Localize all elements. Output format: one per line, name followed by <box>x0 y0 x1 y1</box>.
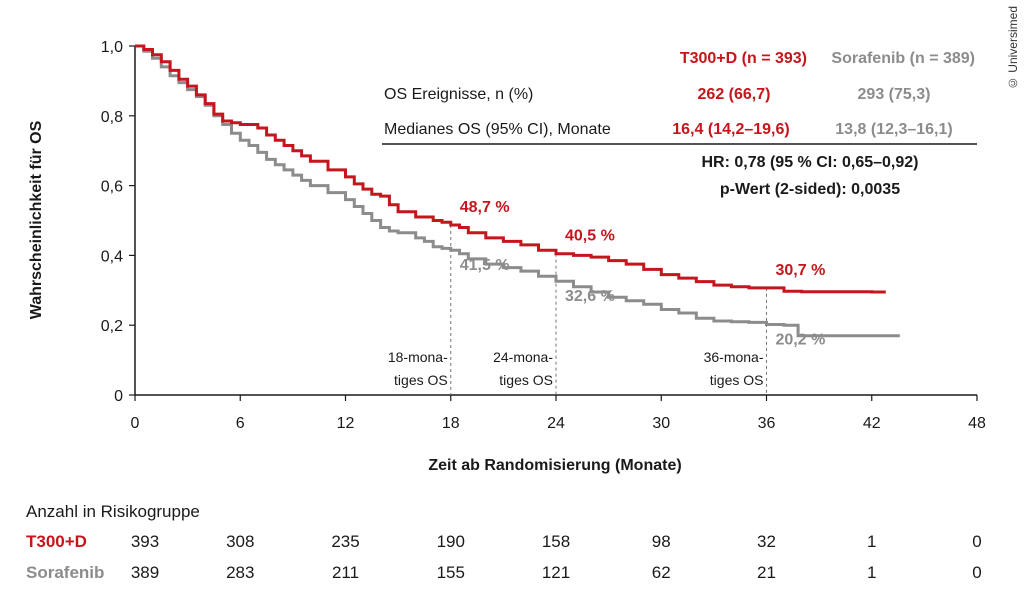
landmark-label: 36-mona- <box>704 349 764 365</box>
landmark-label: 24-mona- <box>493 349 553 365</box>
risk-value: 121 <box>541 563 571 582</box>
landmark-group: 18-mona-tiges OS 48,7 % 41,5 % 24-mona-tige… <box>388 199 825 395</box>
risk-value: 190 <box>436 532 465 551</box>
landmark-label: tiges OS <box>394 372 448 388</box>
risk-value: 1 <box>867 532 877 551</box>
landmark-value-control: 20,2 % <box>776 332 826 349</box>
row-median-treatment: 16,4 (14,2–19,6) <box>672 121 789 138</box>
risk-value: 211 <box>331 563 360 582</box>
y-tick-label: 0,6 <box>101 179 123 196</box>
risk-table-title: Anzahl in Risikogruppe <box>26 502 200 521</box>
risk-value: 1 <box>867 563 877 582</box>
table-header-treatment: T300+D (n = 393) <box>680 50 807 67</box>
y-tick-label: 0 <box>114 388 123 405</box>
risk-value: 235 <box>331 532 360 551</box>
risk-value: 155 <box>436 563 465 582</box>
x-tick-label: 42 <box>863 415 881 432</box>
landmark-label: tiges OS <box>499 372 553 388</box>
km-chart: 0 0,2 0,4 0,6 0,8 1,0 0 6 12 18 24 30 36 42 48 18-mona… <box>28 39 986 474</box>
row-events-treatment: 262 (66,7) <box>698 86 771 103</box>
risk-value: 98 <box>651 532 671 551</box>
risk-value: 21 <box>757 563 776 582</box>
risk-value: 389 <box>130 563 160 582</box>
risk-row-label: Sorafenib <box>26 563 105 582</box>
x-axis-title: Zeit ab Randomisierung (Monate) <box>428 457 681 474</box>
x-tick-label: 18 <box>442 415 460 432</box>
x-tick-label: 48 <box>968 415 986 432</box>
row-events-control: 293 (75,3) <box>858 86 931 103</box>
landmark-value-control: 41,5 % <box>460 257 510 274</box>
y-tick-label: 0,8 <box>101 109 123 126</box>
row-median-control: 13,8 (12,3–16,1) <box>835 121 952 138</box>
risk-row-control: Sorafenib 389 283 211 155 121 62 21 1 0 <box>0 563 1024 587</box>
landmark-label: 18-mona- <box>388 349 448 365</box>
p-value: p-Wert (2-sided): 0,0035 <box>720 181 900 198</box>
risk-value: 308 <box>226 532 255 551</box>
landmark-value-treatment: 40,5 % <box>565 228 615 245</box>
y-tick-label: 1,0 <box>101 39 123 56</box>
x-tick-label: 30 <box>652 415 670 432</box>
table-header-control: Sorafenib (n = 389) <box>831 50 975 67</box>
x-tick-label: 0 <box>131 415 140 432</box>
x-tick-label: 24 <box>547 415 565 432</box>
landmark-value-treatment: 30,7 % <box>776 262 826 279</box>
risk-value: 32 <box>757 532 776 551</box>
curve-control <box>135 44 900 338</box>
y-tick-label: 0,4 <box>101 248 123 265</box>
row-median-label: Medianes OS (95% CI), Monate <box>384 121 611 138</box>
hazard-ratio: HR: 0,78 (95 % CI: 0,65–0,92) <box>702 154 919 171</box>
risk-value: 393 <box>130 532 160 551</box>
x-tick-label: 12 <box>337 415 355 432</box>
curve-treatment <box>135 44 886 294</box>
curves-group <box>135 44 900 338</box>
copyright-credit: © Universimed <box>1006 6 1020 91</box>
x-tick-label: 6 <box>236 415 245 432</box>
risk-value: 0 <box>972 563 982 582</box>
summary-table: T300+D (n = 393) Sorafenib (n = 389) OS … <box>382 50 977 198</box>
risk-row-label: T300+D <box>26 532 87 551</box>
axes: 0 0,2 0,4 0,6 0,8 1,0 0 6 12 18 24 30 36 42 48 <box>101 39 986 432</box>
risk-value: 283 <box>226 563 255 582</box>
risk-value: 62 <box>651 563 671 582</box>
risk-value: 158 <box>541 532 571 551</box>
risk-value: 0 <box>972 532 982 551</box>
landmark-label: tiges OS <box>710 372 764 388</box>
row-events-label: OS Ereignisse, n (%) <box>384 86 533 103</box>
landmark-value-treatment: 48,7 % <box>460 199 510 216</box>
risk-row-treatment: T300+D 393 308 235 190 158 98 32 1 0 <box>0 532 1024 556</box>
y-tick-label: 0,2 <box>101 318 123 335</box>
x-tick-label: 36 <box>758 415 776 432</box>
y-axis-title: Wahrscheinlichkeit für OS <box>28 120 45 319</box>
